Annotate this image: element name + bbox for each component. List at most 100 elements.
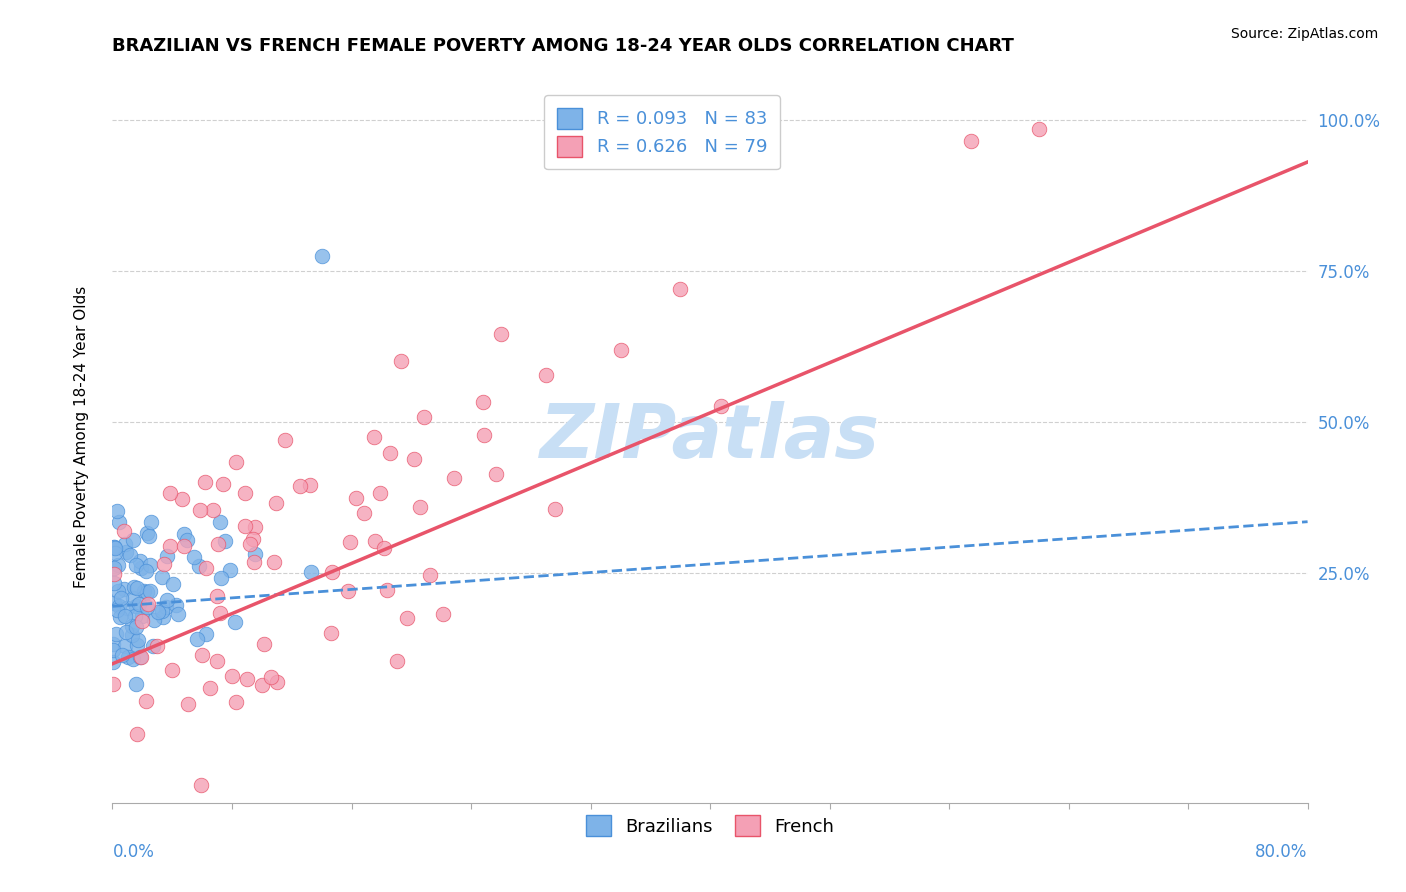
Point: [236, 672, 259, 686]
Point: [139, 558, 162, 572]
Point: [214, 533, 236, 548]
Point: [396, 611, 419, 625]
Point: [131, 608, 153, 623]
Point: [117, 650, 139, 665]
Point: [364, 533, 387, 548]
Point: [233, 519, 256, 533]
Point: [211, 477, 233, 491]
Point: [368, 486, 391, 500]
Point: [288, 479, 311, 493]
Point: [353, 506, 375, 520]
Point: [103, 596, 125, 610]
Point: [264, 496, 287, 510]
Point: [172, 492, 194, 507]
Point: [135, 564, 157, 578]
Point: [219, 563, 242, 577]
Point: [404, 452, 426, 467]
Point: [208, 606, 231, 620]
Point: [104, 627, 127, 641]
Point: [121, 619, 143, 633]
Point: [125, 599, 148, 614]
Point: [101, 655, 124, 669]
Point: [534, 368, 557, 382]
Point: [103, 575, 125, 590]
Point: [610, 343, 633, 358]
Point: [346, 491, 368, 505]
Point: [108, 610, 131, 624]
Point: [125, 558, 148, 573]
Point: [101, 637, 124, 651]
Point: [243, 547, 266, 561]
Point: [121, 628, 143, 642]
Point: [162, 577, 184, 591]
Point: [274, 434, 297, 448]
Point: [389, 354, 412, 368]
Point: [311, 249, 333, 263]
Point: [224, 615, 246, 630]
Point: [112, 582, 135, 597]
Point: [198, 681, 221, 695]
Point: [150, 569, 173, 583]
Point: [209, 571, 232, 585]
Point: [156, 593, 179, 607]
Point: [187, 559, 209, 574]
Point: [191, 648, 214, 662]
Point: [263, 555, 285, 569]
Text: Source: ZipAtlas.com: Source: ZipAtlas.com: [1230, 27, 1378, 41]
Point: [136, 600, 159, 615]
Point: [221, 669, 243, 683]
Point: [114, 537, 136, 551]
Point: [129, 554, 152, 568]
Point: [103, 540, 125, 554]
Point: [136, 598, 159, 612]
Point: [128, 597, 150, 611]
Point: [321, 566, 343, 580]
Text: ZIPatlas: ZIPatlas: [540, 401, 880, 474]
Point: [138, 529, 160, 543]
Point: [129, 561, 152, 575]
Point: [105, 504, 128, 518]
Point: [239, 537, 262, 551]
Text: BRAZILIAN VS FRENCH FEMALE POVERTY AMONG 18-24 YEAR OLDS CORRELATION CHART: BRAZILIAN VS FRENCH FEMALE POVERTY AMONG…: [112, 37, 1014, 54]
Point: [103, 567, 125, 582]
Point: [156, 549, 179, 564]
Point: [235, 485, 257, 500]
Point: [139, 515, 162, 529]
Point: [412, 410, 434, 425]
Point: [162, 663, 183, 677]
Point: [142, 639, 165, 653]
Point: [131, 615, 153, 629]
Point: [375, 583, 398, 598]
Point: [250, 678, 273, 692]
Point: [114, 608, 136, 623]
Point: [176, 533, 198, 547]
Point: [127, 638, 149, 652]
Point: [121, 591, 143, 606]
Point: [121, 533, 143, 547]
Point: [136, 526, 159, 541]
Point: [225, 695, 247, 709]
Point: [339, 535, 361, 549]
Point: [117, 601, 139, 615]
Point: [260, 670, 283, 684]
Point: [471, 395, 494, 409]
Point: [183, 549, 205, 564]
Point: [155, 599, 177, 614]
Point: [103, 560, 125, 574]
Point: [242, 532, 264, 546]
Text: 0.0%: 0.0%: [112, 843, 155, 861]
Point: [195, 561, 218, 575]
Point: [409, 500, 432, 514]
Point: [298, 478, 321, 492]
Point: [1028, 121, 1050, 136]
Point: [190, 778, 212, 792]
Point: [710, 399, 733, 413]
Point: [114, 639, 136, 653]
Point: [110, 591, 132, 606]
Point: [378, 446, 401, 460]
Point: [111, 648, 134, 662]
Point: [118, 548, 141, 562]
Point: [201, 502, 224, 516]
Point: [443, 471, 465, 485]
Point: [152, 610, 174, 624]
